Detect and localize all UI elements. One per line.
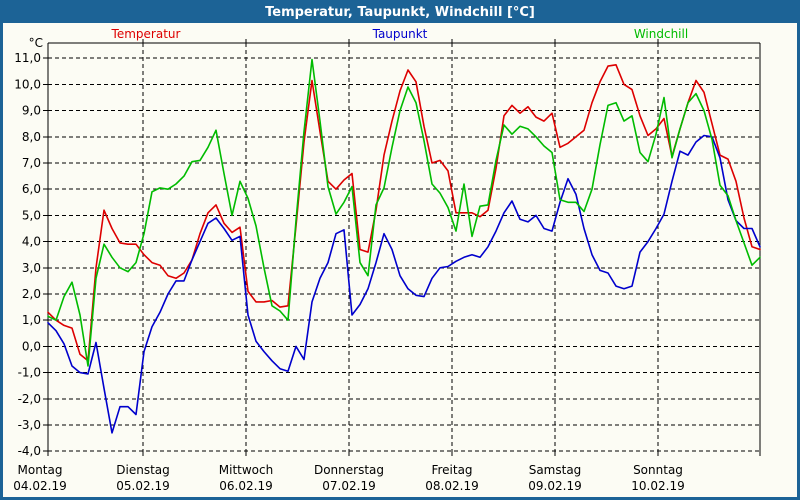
- y-tick-label: 10,0: [14, 77, 41, 91]
- y-tick-label: 0,0: [22, 339, 41, 353]
- y-tick-label: -4,0: [18, 444, 41, 458]
- series-line-temperatur: [47, 64, 761, 362]
- x-date-label: 06.02.19: [219, 479, 272, 493]
- y-tick-label: -1,0: [18, 366, 41, 380]
- y-tick-label: 8,0: [22, 130, 41, 144]
- window-title: Temperatur, Taupunkt, Windchill [°C]: [265, 5, 535, 20]
- y-tick-label: 4,0: [22, 235, 41, 249]
- y-tick-label: 1,0: [22, 313, 41, 327]
- x-day-label: Freitag: [431, 463, 472, 477]
- y-tick-label: 9,0: [22, 104, 41, 118]
- legend-item-taupunkt: Taupunkt: [372, 27, 428, 41]
- y-tick-label: 7,0: [22, 156, 41, 170]
- y-tick-label: 5,0: [22, 208, 41, 222]
- y-axis-unit: °C: [29, 36, 43, 50]
- x-date-label: 07.02.19: [322, 479, 375, 493]
- y-tick-label: 6,0: [22, 182, 41, 196]
- x-day-label: Samstag: [529, 463, 582, 477]
- y-tick-label: 11,0: [14, 51, 41, 65]
- x-date-label: 04.02.19: [13, 479, 66, 493]
- x-date-label: 10.02.19: [631, 479, 684, 493]
- series-line-taupunkt: [47, 134, 761, 434]
- legend-item-temperatur: Temperatur: [111, 27, 181, 41]
- chart-svg: °C11,0 10,0 9,0 8,0 7,0 6,0 5,0 4,0 3,0 2,0 1,0 0,0…: [13, 36, 761, 493]
- x-day-label: Dienstag: [116, 463, 170, 477]
- y-tick-label: -2,0: [18, 392, 41, 406]
- x-day-label: Sonntag: [633, 463, 683, 477]
- series-line-windchill: [47, 58, 761, 367]
- x-day-label: Montag: [18, 463, 63, 477]
- x-date-label: 05.02.19: [116, 479, 169, 493]
- y-tick-label: -3,0: [18, 418, 41, 432]
- x-date-label: 09.02.19: [528, 479, 581, 493]
- y-tick-label: 3,0: [22, 261, 41, 275]
- title-bar: Temperatur, Taupunkt, Windchill [°C]: [3, 3, 797, 23]
- x-date-label: 08.02.19: [425, 479, 478, 493]
- legend-item-windchill: Windchill: [633, 27, 689, 41]
- y-tick-label: 2,0: [22, 287, 41, 301]
- x-day-label: Donnerstag: [314, 463, 384, 477]
- x-day-label: Mittwoch: [219, 463, 273, 477]
